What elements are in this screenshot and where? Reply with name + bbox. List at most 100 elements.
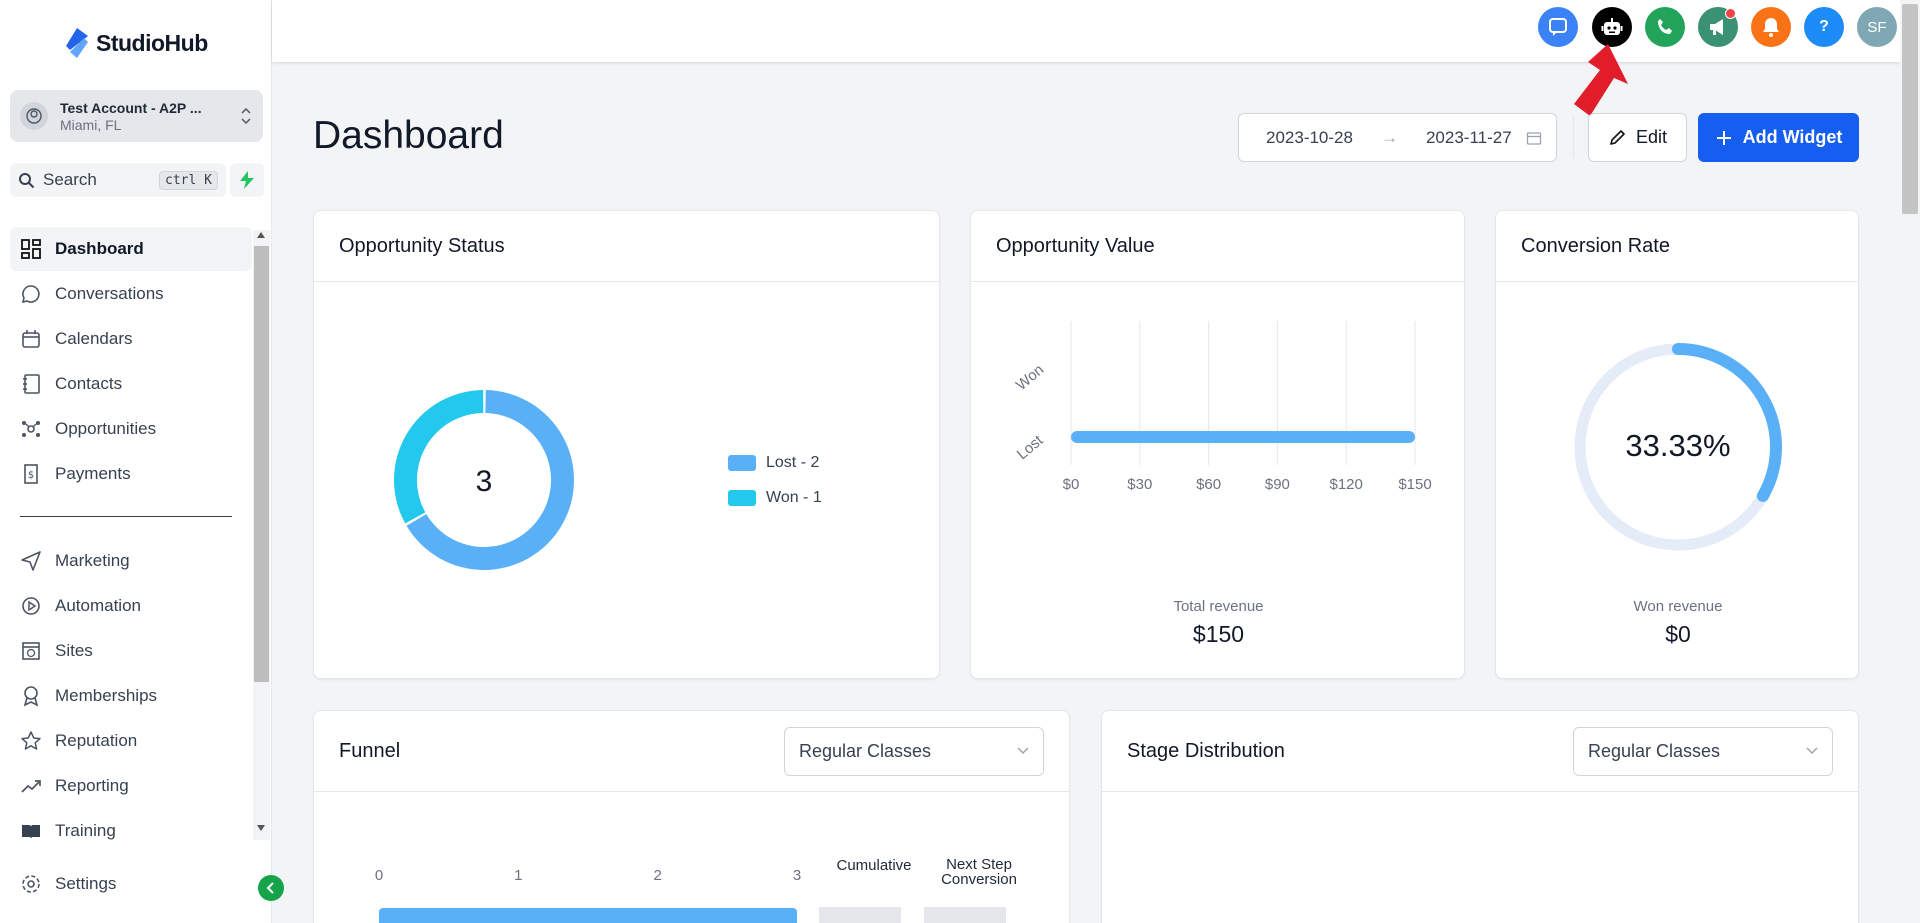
pencil-icon bbox=[1610, 129, 1625, 145]
donut-total: 3 bbox=[476, 465, 493, 498]
phone-icon[interactable] bbox=[1645, 7, 1685, 47]
sidebar-item-label: Reporting bbox=[55, 776, 129, 795]
date-range-picker[interactable]: 2023-10-28 → 2023-11-27 bbox=[1238, 113, 1557, 162]
chat-support-icon[interactable] bbox=[1538, 7, 1578, 47]
page-scrollbar[interactable] bbox=[1900, 0, 1920, 923]
paper-plane-icon bbox=[21, 551, 41, 571]
date-end: 2023-11-27 bbox=[1425, 127, 1512, 147]
scroll-down-icon[interactable] bbox=[257, 825, 265, 831]
sidebar-item-contacts[interactable]: Contacts bbox=[10, 362, 252, 406]
sidebar-item-label: Opportunities bbox=[55, 419, 157, 438]
stage-pipeline-select[interactable]: Regular Classes bbox=[1573, 726, 1833, 776]
sidebar-item-reporting[interactable]: Reporting bbox=[10, 764, 252, 808]
add-widget-button[interactable]: Add Widget bbox=[1698, 113, 1859, 162]
award-icon bbox=[23, 686, 39, 707]
sidebar-item-payments[interactable]: $ Payments bbox=[10, 452, 252, 496]
legend-item-lost[interactable]: Lost - 2 bbox=[728, 454, 819, 472]
collapse-sidebar-button[interactable] bbox=[258, 875, 284, 901]
sidebar-item-label: Dashboard bbox=[55, 239, 144, 258]
account-name: Test Account - A2P ... bbox=[60, 99, 202, 116]
megaphone-icon[interactable] bbox=[1698, 7, 1738, 47]
header-divider bbox=[1573, 116, 1574, 158]
sidebar-scroll-thumb[interactable] bbox=[254, 246, 269, 682]
sidebar-item-label: Memberships bbox=[55, 686, 158, 705]
sidebar-item-training[interactable]: Training bbox=[10, 809, 252, 853]
sidebar: StudioHub Test Account - A2P ... Miami, … bbox=[0, 0, 272, 923]
trend-up-icon bbox=[21, 780, 41, 793]
sidebar-item-automation[interactable]: Automation bbox=[10, 584, 252, 628]
sidebar-item-label: Automation bbox=[55, 596, 141, 615]
opportunity-value-card: Opportunity Value $0 $30 $60 $90 $120 $150 Won… bbox=[970, 210, 1465, 679]
total-revenue-value: $150 bbox=[1192, 621, 1245, 647]
page-title: Dashboard bbox=[313, 114, 504, 157]
lightning-icon bbox=[240, 171, 254, 189]
date-start: 2023-10-28 bbox=[1266, 127, 1353, 147]
robot-icon[interactable] bbox=[1592, 7, 1632, 47]
x-tick-label: $90 bbox=[1265, 476, 1290, 493]
stage-distribution-card: Stage Distribution Regular Classes bbox=[1101, 710, 1859, 923]
calendar-icon bbox=[22, 330, 40, 348]
scroll-up-icon[interactable] bbox=[257, 232, 265, 238]
sidebar-item-marketing[interactable]: Marketing bbox=[10, 539, 252, 583]
conversion-rate-card: Conversion Rate 33.33% Won revenue $0 bbox=[1495, 210, 1859, 679]
account-switcher[interactable]: Test Account - A2P ... Miami, FL bbox=[10, 90, 263, 142]
logo-mark-icon bbox=[66, 28, 88, 58]
sidebar-item-label: Payments bbox=[55, 464, 131, 483]
edit-label: Edit bbox=[1635, 127, 1668, 147]
legend-label: Lost - 2 bbox=[766, 454, 820, 471]
legend-item-won[interactable]: Won - 1 bbox=[728, 489, 822, 507]
cumulative-bar bbox=[819, 907, 901, 923]
legend-swatch-lost bbox=[728, 455, 756, 471]
funnel-pipeline-select[interactable]: Regular Classes bbox=[784, 726, 1044, 776]
add-widget-label: Add Widget bbox=[1742, 127, 1843, 147]
sidebar-item-calendars[interactable]: Calendars bbox=[10, 317, 252, 361]
opportunities-icon bbox=[22, 421, 40, 437]
chevron-left-icon bbox=[266, 882, 274, 894]
chevron-down-icon bbox=[1017, 747, 1029, 755]
logo[interactable]: StudioHub bbox=[66, 28, 208, 58]
sidebar-item-conversations[interactable]: Conversations bbox=[10, 272, 252, 316]
sidebar-item-label: Contacts bbox=[55, 374, 123, 393]
page-scroll-thumb[interactable] bbox=[1902, 4, 1918, 214]
edit-button[interactable]: Edit bbox=[1588, 113, 1687, 162]
quick-action-button[interactable] bbox=[230, 163, 264, 197]
sidebar-item-settings[interactable]: Settings bbox=[10, 862, 252, 906]
search-button[interactable]: Search ctrl K bbox=[10, 163, 226, 197]
select-value: Regular Classes bbox=[799, 740, 932, 761]
app-name: StudioHub bbox=[96, 29, 208, 56]
funnel-bar-stage bbox=[379, 908, 797, 923]
notification-dot bbox=[1725, 8, 1736, 19]
conversion-rate-gauge bbox=[1574, 343, 1782, 551]
sidebar-item-sites[interactable]: Sites bbox=[10, 629, 252, 673]
globe-window-icon bbox=[22, 642, 40, 660]
help-icon[interactable]: ? bbox=[1804, 7, 1844, 47]
donut-slice-won bbox=[394, 390, 484, 524]
cumulative-header: Cumulative bbox=[836, 857, 912, 874]
sidebar-item-memberships[interactable]: Memberships bbox=[10, 674, 252, 718]
funnel-tick-label: 0 bbox=[375, 867, 383, 884]
plus-icon bbox=[1716, 130, 1731, 145]
contacts-book-icon bbox=[23, 374, 40, 394]
next-step-conversion-header: Next Step Conversion bbox=[941, 856, 1017, 888]
won-revenue-value: $0 bbox=[1665, 621, 1691, 647]
sidebar-item-opportunities[interactable]: Opportunities bbox=[10, 407, 252, 451]
top-header: ? SF bbox=[272, 0, 1920, 62]
sidebar-divider bbox=[20, 516, 232, 517]
sidebar-item-dashboard[interactable]: Dashboard bbox=[10, 227, 252, 271]
opportunity-value-chart: $0 $30 $60 $90 $120 $150 Won Lost bbox=[1013, 321, 1432, 493]
grid-icon bbox=[21, 239, 41, 259]
chevron-down-icon bbox=[1806, 747, 1818, 755]
user-avatar[interactable]: SF bbox=[1857, 7, 1897, 47]
search-shortcut: ctrl K bbox=[159, 170, 218, 190]
select-value: Regular Classes bbox=[1588, 740, 1721, 761]
star-icon bbox=[21, 731, 41, 750]
bell-icon[interactable] bbox=[1751, 7, 1791, 47]
gauge-fill bbox=[1672, 343, 1782, 502]
calendar-icon bbox=[1526, 131, 1541, 145]
chevron-up-down-icon bbox=[239, 105, 253, 127]
play-circle-icon bbox=[22, 597, 40, 615]
next-step-bar bbox=[924, 907, 1006, 923]
y-tick-label: Lost bbox=[1014, 431, 1047, 463]
funnel-tick-label: 3 bbox=[793, 867, 801, 884]
sidebar-item-reputation[interactable]: Reputation bbox=[10, 719, 252, 763]
